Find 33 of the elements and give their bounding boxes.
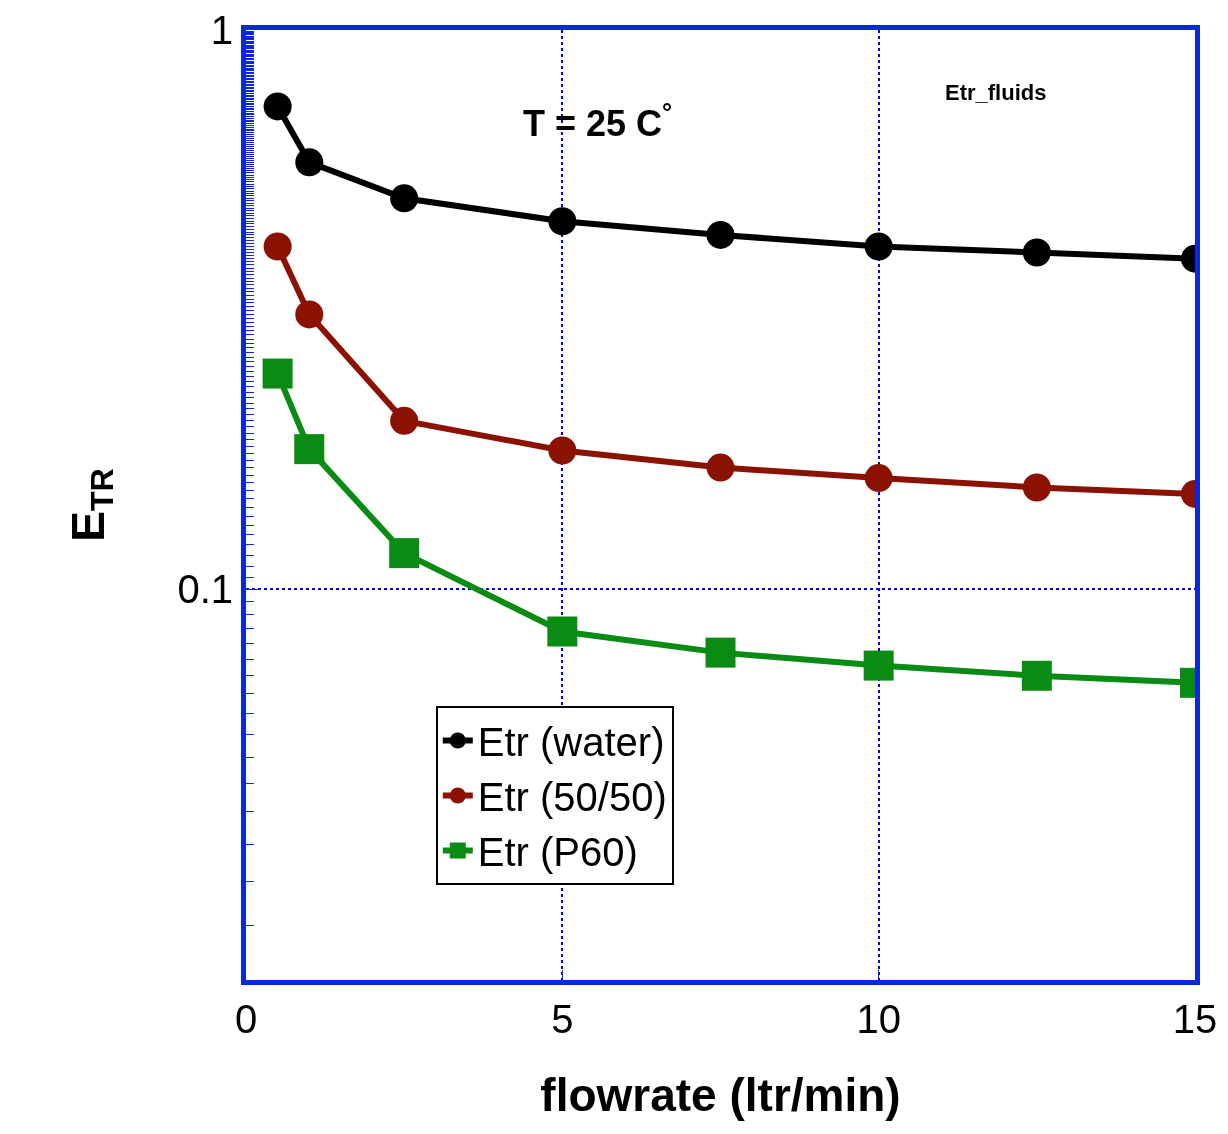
annotation: T = 25 C$^{°}$ bbox=[523, 98, 673, 145]
legend-label: Etr (water) bbox=[477, 720, 665, 765]
legend-label: Etr (P60) bbox=[477, 830, 638, 875]
point bbox=[864, 232, 893, 261]
x-tick-label: 0 bbox=[234, 997, 258, 1041]
point bbox=[548, 436, 577, 465]
y-tick-label: 0.1 bbox=[177, 567, 233, 612]
y-tick-label: 1 bbox=[210, 8, 233, 52]
point bbox=[706, 220, 735, 249]
point bbox=[295, 300, 324, 329]
legend-label: Etr (50/50) bbox=[477, 775, 667, 820]
point bbox=[263, 92, 292, 121]
point bbox=[262, 358, 293, 389]
x-tick-label: 10 bbox=[856, 997, 901, 1041]
x-axis-title: flowrate (ltr/min) bbox=[540, 1068, 901, 1121]
point bbox=[263, 232, 292, 261]
annotation: Etr_fluids bbox=[945, 80, 1047, 105]
x-tick-label: 5 bbox=[551, 997, 574, 1041]
point bbox=[863, 650, 894, 681]
point bbox=[295, 148, 324, 177]
point bbox=[547, 616, 578, 647]
point bbox=[864, 464, 893, 493]
point bbox=[706, 453, 735, 482]
point bbox=[705, 637, 736, 668]
point bbox=[1022, 238, 1051, 267]
point bbox=[390, 184, 419, 213]
point bbox=[390, 406, 419, 435]
point bbox=[1022, 473, 1051, 502]
x-tick-label: 15 bbox=[1172, 997, 1218, 1041]
point bbox=[389, 538, 420, 569]
point bbox=[1021, 660, 1052, 691]
point bbox=[548, 207, 577, 236]
point bbox=[294, 434, 325, 465]
